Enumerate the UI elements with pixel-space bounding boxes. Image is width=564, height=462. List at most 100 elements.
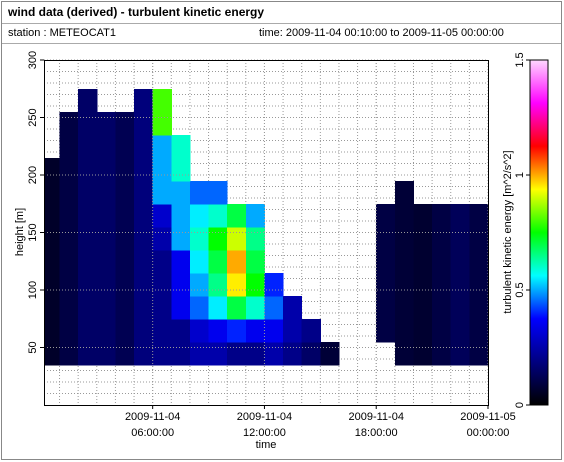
heatmap-cell: [78, 134, 98, 159]
heatmap-cell: [59, 134, 79, 159]
heatmap-cell: [171, 341, 191, 366]
x-tick-label: 00:00:00: [467, 427, 510, 439]
heatmap-cell: [171, 203, 191, 228]
heatmap-cell: [469, 318, 489, 343]
heatmap-cell: [115, 203, 135, 228]
x-tick-label: 2009-11-04: [125, 411, 180, 423]
heatmap-cell: [152, 203, 172, 228]
x-tick-label: 18:00:00: [355, 427, 398, 439]
heatmap-cell: [78, 88, 98, 113]
heatmap-cell: [134, 226, 154, 251]
heatmap-cell: [115, 318, 135, 343]
heatmap-cell: [171, 180, 191, 205]
heatmap-cell: [96, 180, 116, 205]
heatmap-cell: [96, 341, 116, 366]
heatmap-cell: [44, 272, 61, 297]
y-tick-label: 100: [27, 281, 39, 299]
heatmap-cell: [320, 341, 340, 366]
heatmap-cell: [152, 249, 172, 274]
heatmap-cell: [245, 272, 265, 297]
heatmap-cell: [432, 249, 452, 274]
heatmap-cell: [134, 111, 154, 136]
heatmap-cell: [78, 111, 98, 136]
heatmap-cell: [394, 318, 414, 343]
heatmap-cell: [245, 226, 265, 251]
x-tick-label: 12:00:00: [243, 427, 286, 439]
heatmap-cell: [115, 295, 135, 320]
heatmap-cell: [59, 341, 79, 366]
heatmap-cell: [450, 203, 470, 228]
heatmap-cell: [44, 341, 61, 366]
heatmap-cell: [450, 341, 470, 366]
heatmap-cell: [208, 180, 228, 205]
heatmap-cell: [59, 249, 79, 274]
heatmap-cell: [413, 341, 433, 366]
heatmap-cell: [78, 272, 98, 297]
colorbar-label: turbulent kinetic energy [m^2/s^2]: [502, 150, 514, 313]
heatmap-cell: [59, 157, 79, 182]
heatmap-cell: [394, 226, 414, 251]
heatmap-cell: [189, 318, 210, 343]
heatmap-cell: [115, 226, 135, 251]
heatmap-cell: [44, 203, 61, 228]
heatmap-cell: [134, 249, 154, 274]
y-tick-label: 300: [27, 51, 39, 69]
heatmap-cell: [283, 341, 303, 366]
heatmap-cell: [283, 318, 303, 343]
heatmap-cell: [394, 249, 414, 274]
x-tick-label: 2009-11-04: [237, 411, 292, 423]
heatmap-cell: [413, 249, 433, 274]
heatmap-cell: [44, 157, 61, 182]
heatmap-cell: [115, 341, 135, 366]
heatmap-cell: [171, 295, 191, 320]
heatmap-cell: [171, 157, 191, 182]
heatmap-cell: [44, 318, 61, 343]
heatmap-cell: [394, 341, 414, 366]
heatmap-cell: [376, 249, 396, 274]
heatmap-cell: [152, 341, 172, 366]
heatmap-cell: [78, 180, 98, 205]
heatmap-cell: [264, 318, 284, 343]
heatmap-cell: [134, 157, 154, 182]
heatmap-cell: [96, 111, 116, 136]
heatmap-cell: [152, 226, 172, 251]
heatmap-cell: [245, 341, 265, 366]
heatmap-cell: [432, 295, 452, 320]
heatmap-cell: [413, 318, 433, 343]
y-axis-label: height [m]: [14, 208, 26, 256]
heatmap-cell: [189, 272, 210, 297]
heatmap-cell: [227, 226, 247, 251]
time-range: time: 2009-11-04 00:10:00 to 2009-11-05 …: [259, 27, 504, 39]
plot-border: [44, 60, 489, 406]
heatmap-cell: [134, 272, 154, 297]
heatmap-cell: [96, 318, 116, 343]
heatmap-cell: [264, 272, 284, 297]
heatmap-cell: [115, 180, 135, 205]
heatmap-cell: [189, 249, 210, 274]
y-tick-label: 50: [27, 341, 39, 353]
heatmap-cell: [59, 318, 79, 343]
heatmap-cell: [208, 318, 228, 343]
heatmap-cell: [432, 318, 452, 343]
heatmap-cell: [189, 226, 210, 251]
heatmap-cell: [394, 272, 414, 297]
heatmap-cell: [227, 272, 247, 297]
heatmap-cell: [134, 88, 154, 113]
heatmap-cell: [227, 341, 247, 366]
heatmap-cell: [152, 88, 172, 113]
heatmap-cell: [413, 295, 433, 320]
heatmap-cell: [59, 203, 79, 228]
colorbar-tick-label: 1: [514, 172, 526, 178]
heatmap-cell: [189, 295, 210, 320]
heatmap-cell: [171, 318, 191, 343]
y-tick-label: 200: [27, 166, 39, 184]
x-tick-label: 06:00:00: [131, 427, 174, 439]
heatmap-cell: [264, 295, 284, 320]
heatmap-cell: [469, 272, 489, 297]
heatmap-cell: [115, 272, 135, 297]
heatmap-cell: [59, 272, 79, 297]
heatmap-cell: [283, 295, 303, 320]
heatmap-cell: [171, 272, 191, 297]
heatmap-cell: [59, 226, 79, 251]
heatmap-cell: [189, 180, 210, 205]
